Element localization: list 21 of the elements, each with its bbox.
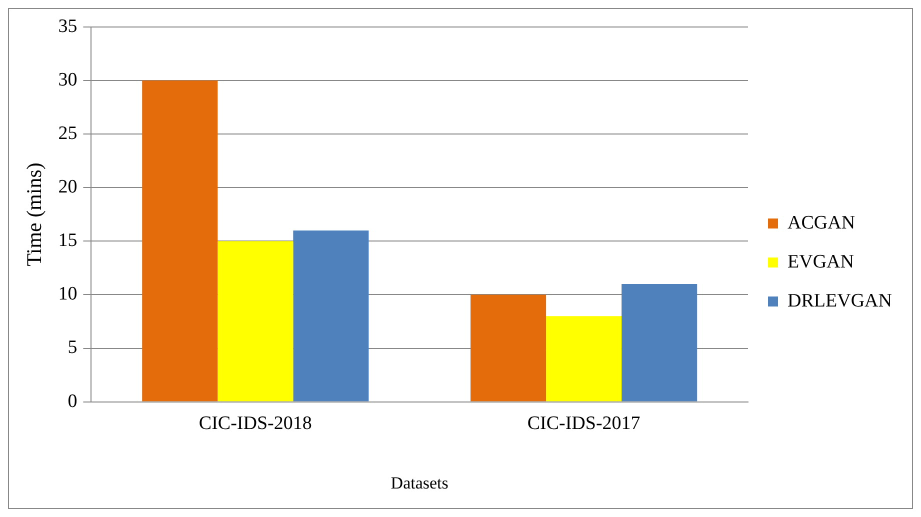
y-tick-label: 0 [68, 390, 78, 412]
bar [470, 294, 546, 402]
x-tick-label: CIC-IDS-2017 [527, 413, 640, 434]
x-axis-title: Datasets [390, 473, 448, 492]
legend-label: DRLEVGAN [788, 290, 892, 312]
bar [546, 316, 622, 402]
bar [293, 230, 369, 402]
y-tick-label: 25 [58, 123, 78, 144]
y-tick-label: 20 [58, 176, 78, 198]
y-tick-label: 35 [58, 16, 78, 37]
y-tick-label: 15 [58, 230, 78, 252]
legend-label: EVGAN [788, 251, 854, 272]
y-tick-label: 30 [58, 70, 78, 91]
y-tick-label: 5 [68, 337, 78, 358]
bar [622, 284, 698, 402]
legend-label: ACGAN [788, 212, 856, 234]
y-tick-label: 10 [58, 284, 78, 305]
bar [218, 241, 294, 402]
x-tick-label: CIC-IDS-2018 [198, 413, 312, 434]
y-axis-title: Time (mins) [22, 162, 46, 266]
bar [142, 80, 218, 402]
